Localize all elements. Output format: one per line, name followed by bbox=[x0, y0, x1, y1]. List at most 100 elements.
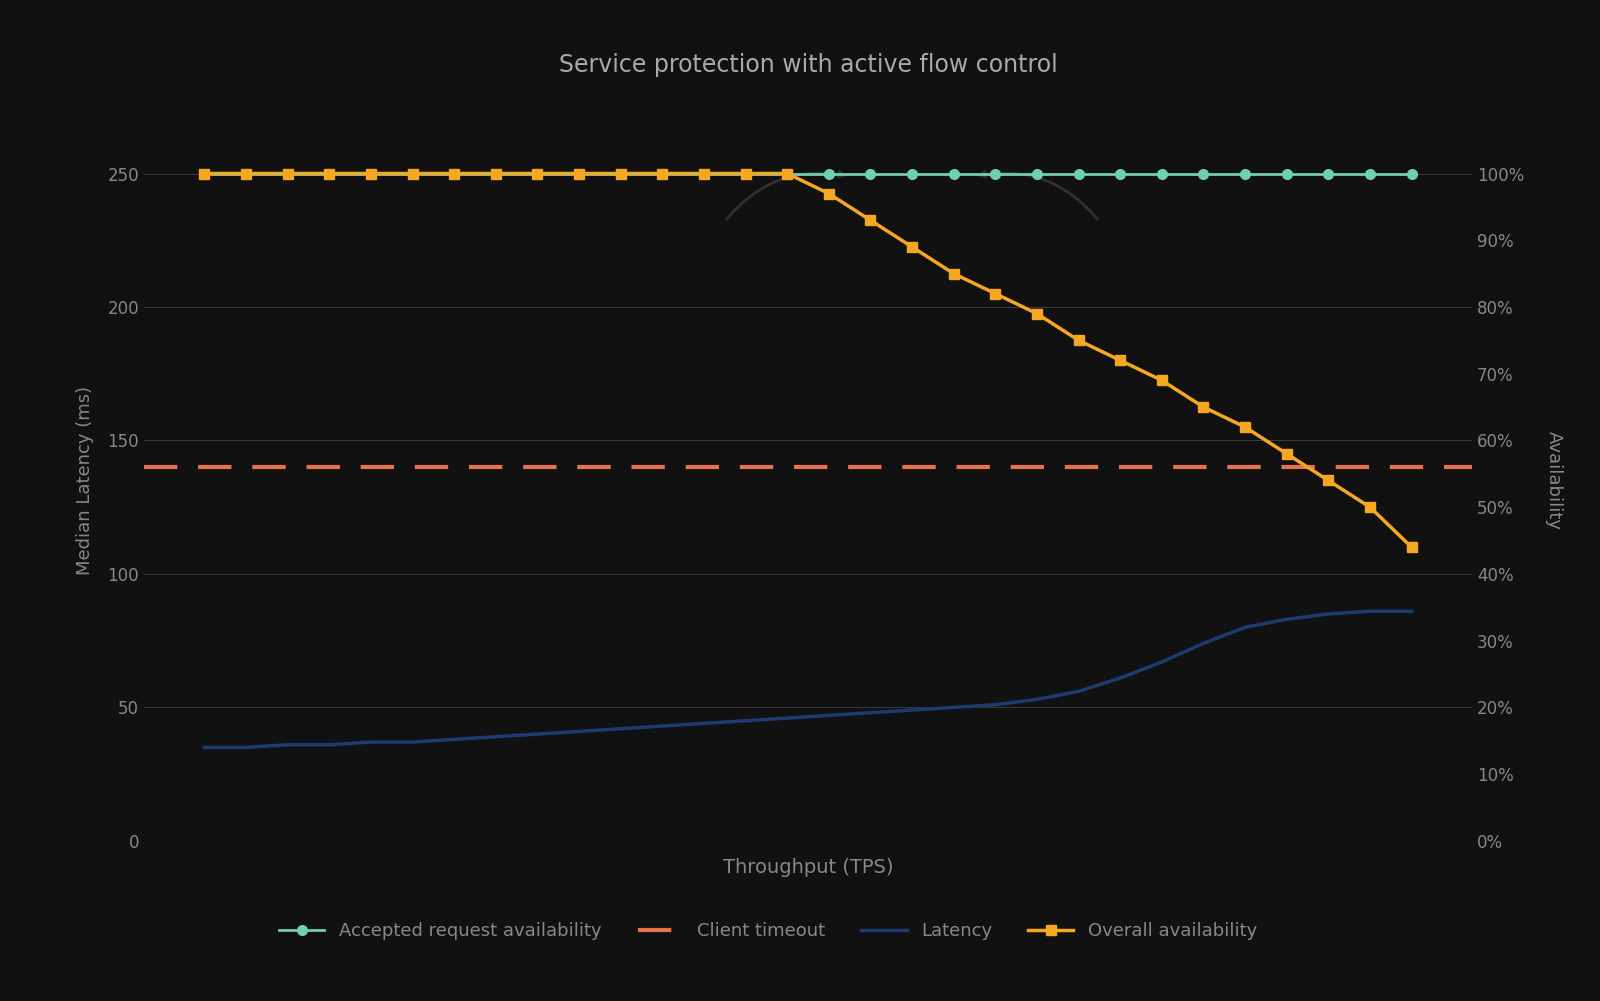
Overall availability bbox=[944, 267, 963, 279]
Overall availability bbox=[1360, 502, 1379, 514]
Overall availability bbox=[611, 167, 630, 179]
Client timeout bbox=[154, 461, 173, 473]
Accepted request availability bbox=[861, 167, 880, 179]
Overall availability bbox=[902, 241, 922, 253]
Latency bbox=[570, 726, 589, 738]
Accepted request availability bbox=[445, 167, 464, 179]
Y-axis label: Median Latency (ms): Median Latency (ms) bbox=[75, 386, 94, 575]
Accepted request availability bbox=[237, 167, 256, 179]
Accepted request availability bbox=[320, 167, 339, 179]
Overall availability bbox=[1069, 334, 1088, 346]
Accepted request availability bbox=[611, 167, 630, 179]
Client timeout bbox=[195, 461, 214, 473]
Latency bbox=[278, 739, 298, 751]
Line: Accepted request availability: Accepted request availability bbox=[200, 168, 1416, 178]
Overall availability bbox=[445, 167, 464, 179]
Latency bbox=[1402, 606, 1421, 618]
Latency bbox=[362, 736, 381, 748]
Accepted request availability bbox=[528, 167, 547, 179]
Latency bbox=[1360, 606, 1379, 618]
Title: Service protection with active flow control: Service protection with active flow cont… bbox=[558, 52, 1058, 76]
Overall availability bbox=[1152, 374, 1171, 386]
Overall availability bbox=[819, 187, 838, 199]
Accepted request availability bbox=[1152, 167, 1171, 179]
Line: Latency: Latency bbox=[205, 612, 1411, 748]
Overall availability bbox=[1402, 542, 1421, 554]
Latency bbox=[819, 710, 838, 722]
Overall availability bbox=[570, 167, 589, 179]
Latency bbox=[237, 742, 256, 754]
Latency bbox=[1277, 614, 1296, 626]
Accepted request availability bbox=[278, 167, 298, 179]
Overall availability bbox=[195, 167, 214, 179]
Line: Overall availability: Overall availability bbox=[200, 168, 1416, 553]
Accepted request availability bbox=[653, 167, 672, 179]
Accepted request availability bbox=[1069, 167, 1088, 179]
Latency bbox=[653, 720, 672, 732]
Overall availability bbox=[694, 167, 714, 179]
Accepted request availability bbox=[1277, 167, 1296, 179]
Accepted request availability bbox=[1110, 167, 1130, 179]
Overall availability bbox=[653, 167, 672, 179]
Accepted request availability bbox=[403, 167, 422, 179]
Latency bbox=[1027, 694, 1046, 706]
Overall availability bbox=[861, 214, 880, 226]
Latency bbox=[902, 704, 922, 716]
Latency bbox=[694, 718, 714, 730]
Accepted request availability bbox=[570, 167, 589, 179]
Latency bbox=[778, 712, 797, 724]
Overall availability bbox=[320, 167, 339, 179]
Accepted request availability bbox=[944, 167, 963, 179]
Overall availability bbox=[1318, 474, 1338, 486]
Overall availability bbox=[778, 167, 797, 179]
Latency bbox=[403, 736, 422, 748]
Latency bbox=[1194, 638, 1213, 650]
Overall availability bbox=[736, 167, 755, 179]
Latency bbox=[944, 702, 963, 714]
Accepted request availability bbox=[362, 167, 381, 179]
Accepted request availability bbox=[486, 167, 506, 179]
Overall availability bbox=[528, 167, 547, 179]
Legend: Accepted request availability, Client timeout, Latency, Overall availability: Accepted request availability, Client ti… bbox=[272, 915, 1264, 947]
Accepted request availability bbox=[1318, 167, 1338, 179]
Latency bbox=[986, 699, 1005, 711]
Accepted request availability bbox=[778, 167, 797, 179]
Latency bbox=[611, 723, 630, 735]
Y-axis label: Availability: Availability bbox=[1546, 431, 1563, 530]
Overall availability bbox=[1194, 401, 1213, 413]
Overall availability bbox=[1235, 421, 1254, 433]
Accepted request availability bbox=[819, 167, 838, 179]
Latency bbox=[486, 731, 506, 743]
Accepted request availability bbox=[1027, 167, 1046, 179]
Latency bbox=[1069, 686, 1088, 698]
Overall availability bbox=[986, 287, 1005, 299]
Accepted request availability bbox=[1402, 167, 1421, 179]
Accepted request availability bbox=[1360, 167, 1379, 179]
Latency bbox=[1110, 672, 1130, 684]
Overall availability bbox=[486, 167, 506, 179]
Latency bbox=[1152, 656, 1171, 668]
Latency bbox=[736, 715, 755, 727]
Accepted request availability bbox=[902, 167, 922, 179]
Accepted request availability bbox=[694, 167, 714, 179]
Latency bbox=[320, 739, 339, 751]
Overall availability bbox=[237, 167, 256, 179]
Latency bbox=[528, 728, 547, 740]
Accepted request availability bbox=[1235, 167, 1254, 179]
Accepted request availability bbox=[195, 167, 214, 179]
Latency bbox=[861, 707, 880, 719]
Overall availability bbox=[403, 167, 422, 179]
Latency bbox=[445, 734, 464, 746]
Overall availability bbox=[362, 167, 381, 179]
Latency bbox=[1235, 622, 1254, 634]
Overall availability bbox=[1277, 447, 1296, 459]
Overall availability bbox=[278, 167, 298, 179]
Overall availability bbox=[1110, 354, 1130, 366]
Latency bbox=[1318, 608, 1338, 620]
Accepted request availability bbox=[986, 167, 1005, 179]
Accepted request availability bbox=[736, 167, 755, 179]
Overall availability bbox=[1027, 307, 1046, 319]
Accepted request availability bbox=[1194, 167, 1213, 179]
X-axis label: Throughput (TPS): Throughput (TPS) bbox=[723, 858, 893, 877]
Latency bbox=[195, 742, 214, 754]
